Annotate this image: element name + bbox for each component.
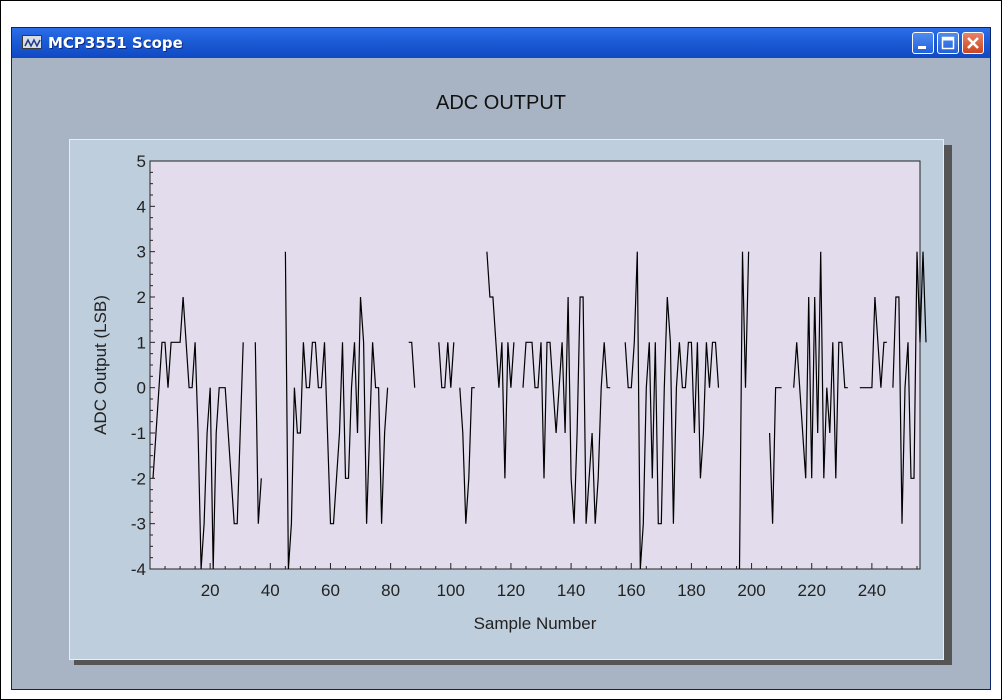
series-line <box>486 251 515 479</box>
y-axis-label: ADC Output (LSB) <box>91 295 110 435</box>
x-tick-label: 220 <box>798 581 826 600</box>
x-tick-label: 180 <box>677 581 705 600</box>
title-bar[interactable]: MCP3551 Scope <box>12 28 990 58</box>
series-line <box>408 341 416 388</box>
y-tick-label: 5 <box>137 152 146 171</box>
chart-panel: -4 -3 -2 -1 0 1 2 3 4 5 20 40 60 80 100 120 140 160 180 20… <box>69 139 944 660</box>
series-line <box>459 387 475 524</box>
series-line <box>624 251 720 570</box>
y-tick-label: -2 <box>131 469 146 488</box>
close-button[interactable] <box>962 32 984 54</box>
x-tick-label: 20 <box>201 581 220 600</box>
x-tick-label: 80 <box>381 581 400 600</box>
x-tick-label: 160 <box>617 581 645 600</box>
y-tick-label: 0 <box>137 379 146 398</box>
series-line <box>793 251 848 479</box>
plot-area <box>149 160 921 570</box>
series-line <box>892 251 927 524</box>
x-tick-label: 200 <box>737 581 765 600</box>
x-tick-label: 40 <box>261 581 280 600</box>
y-tick-label: 1 <box>137 333 146 352</box>
chart-title: ADC OUTPUT <box>436 92 566 114</box>
series-line <box>284 251 389 570</box>
y-tick-label: -4 <box>131 560 146 579</box>
y-tick-label: 4 <box>137 197 146 216</box>
series-line <box>522 296 611 524</box>
y-tick-label: -1 <box>131 424 146 443</box>
x-tick-label: 100 <box>437 581 465 600</box>
x-axis-label: Sample Number <box>474 614 597 633</box>
series-line <box>438 342 455 389</box>
y-tick-label: 3 <box>137 243 146 262</box>
y-tick-label: 2 <box>137 288 146 307</box>
scope-window: MCP3551 Scope ADC OUTPUT -4 -3 -2 -1 0 1 2 3 4 5 … <box>11 27 991 690</box>
series-line <box>738 251 750 570</box>
series-line <box>769 387 782 524</box>
series-line <box>254 342 262 524</box>
window-title: MCP3551 Scope <box>48 34 183 52</box>
scope-app-icon <box>22 35 42 49</box>
minimize-button[interactable] <box>912 32 934 54</box>
x-tick-label: 120 <box>497 581 525 600</box>
y-tick-label: -3 <box>131 515 146 534</box>
adc-output-chart: -4 -3 -2 -1 0 1 2 3 4 5 20 40 60 80 100 120 140 160 180 20… <box>91 152 927 633</box>
series-line <box>859 296 887 389</box>
x-tick-label: 240 <box>858 581 886 600</box>
x-tick-label: 60 <box>321 581 340 600</box>
maximize-button[interactable] <box>937 32 959 54</box>
x-tick-label: 140 <box>557 581 585 600</box>
series-line <box>152 296 244 570</box>
